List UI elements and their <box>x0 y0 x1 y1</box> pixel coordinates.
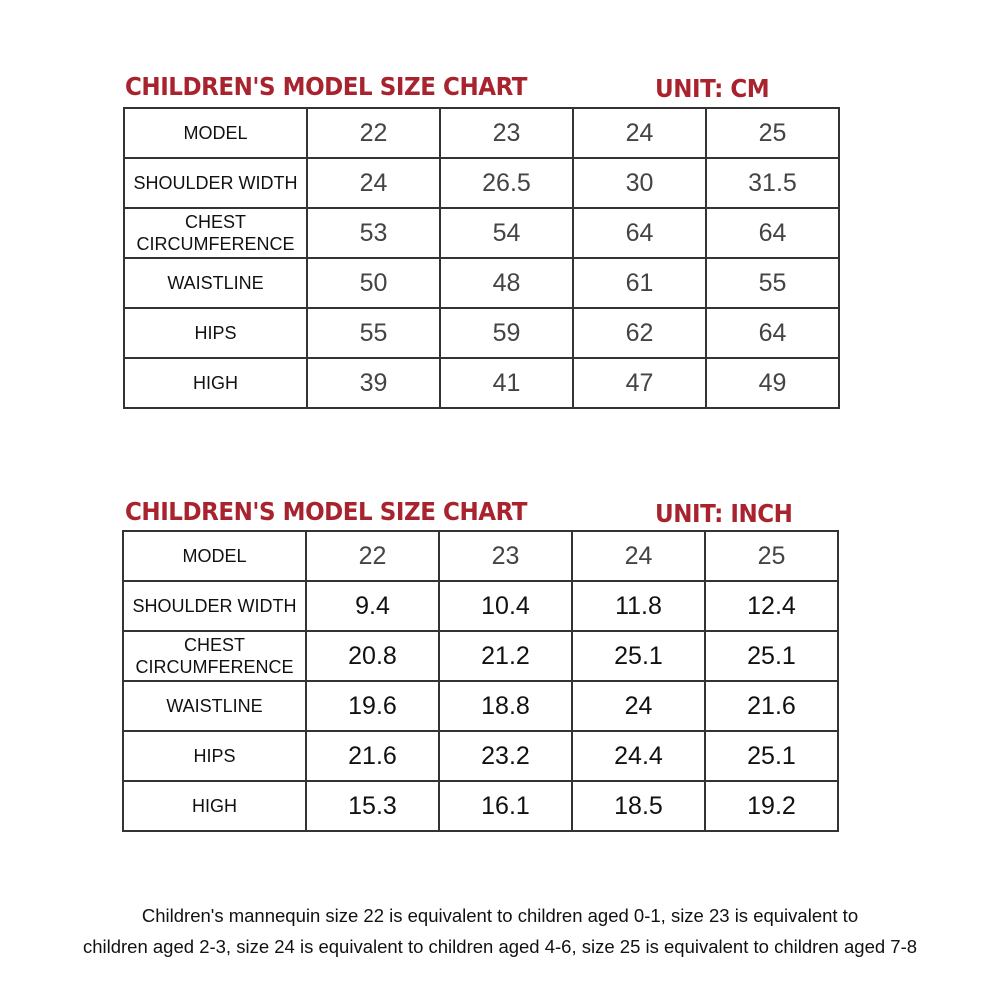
table-cell: 15.3 <box>305 780 440 832</box>
table-cell: 23 <box>438 530 573 582</box>
table-cell: 19.2 <box>704 780 839 832</box>
row-label: MODEL <box>123 107 308 159</box>
row-label: HIPS <box>123 307 308 359</box>
table-row: HIGH 15.3 16.1 18.5 19.2 <box>122 780 839 832</box>
table-cell: 23.2 <box>438 730 573 782</box>
row-label: HIPS <box>122 730 307 782</box>
cm-size-table: MODEL 22 23 24 25 SHOULDER WIDTH 24 26.5 30 31.5 C… <box>123 107 840 409</box>
table-cell: 21.2 <box>438 630 573 682</box>
table-cell: 47 <box>572 357 707 409</box>
table-row: MODEL 22 23 24 25 <box>123 107 840 159</box>
row-label: CHEST CIRCUMFERENCE <box>123 207 308 259</box>
table-cell: 24 <box>572 107 707 159</box>
inch-unit-label: UNIT: INCH <box>655 499 793 528</box>
row-label: SHOULDER WIDTH <box>122 580 307 632</box>
table-cell: 24 <box>306 157 441 209</box>
table-cell: 25.1 <box>704 730 839 782</box>
table-cell: 22 <box>305 530 440 582</box>
table-row: SHOULDER WIDTH 9.4 10.4 11.8 12.4 <box>122 580 839 632</box>
row-label: SHOULDER WIDTH <box>123 157 308 209</box>
table-cell: 30 <box>572 157 707 209</box>
table-cell: 50 <box>306 257 441 309</box>
row-label: MODEL <box>122 530 307 582</box>
table-cell: 31.5 <box>705 157 840 209</box>
row-label: HIGH <box>122 780 307 832</box>
table-cell: 22 <box>306 107 441 159</box>
table-row: WAISTLINE 19.6 18.8 24 21.6 <box>122 680 839 732</box>
table-cell: 20.8 <box>305 630 440 682</box>
table-cell: 18.8 <box>438 680 573 732</box>
table-row: HIGH 39 41 47 49 <box>123 357 840 409</box>
table-row: HIPS 21.6 23.2 24.4 25.1 <box>122 730 839 782</box>
table-cell: 64 <box>572 207 707 259</box>
table-cell: 39 <box>306 357 441 409</box>
table-cell: 55 <box>705 257 840 309</box>
table-cell: 16.1 <box>438 780 573 832</box>
inch-size-table: MODEL 22 23 24 25 SHOULDER WIDTH 9.4 10.4 11.8 12… <box>122 530 839 832</box>
table-cell: 55 <box>306 307 441 359</box>
table-cell: 53 <box>306 207 441 259</box>
row-label: WAISTLINE <box>122 680 307 732</box>
table-cell: 10.4 <box>438 580 573 632</box>
cm-chart-title: CHILDREN'S MODEL SIZE CHART <box>125 72 528 101</box>
table-cell: 18.5 <box>571 780 706 832</box>
table-cell: 61 <box>572 257 707 309</box>
table-cell: 24 <box>571 530 706 582</box>
table-row: CHEST CIRCUMFERENCE 20.8 21.2 25.1 25.1 <box>122 630 839 682</box>
table-cell: 19.6 <box>305 680 440 732</box>
table-cell: 26.5 <box>439 157 574 209</box>
table-row: CHEST CIRCUMFERENCE 53 54 64 64 <box>123 207 840 259</box>
table-cell: 48 <box>439 257 574 309</box>
table-cell: 11.8 <box>571 580 706 632</box>
table-cell: 59 <box>439 307 574 359</box>
table-cell: 9.4 <box>305 580 440 632</box>
table-cell: 49 <box>705 357 840 409</box>
table-cell: 64 <box>705 207 840 259</box>
table-cell: 21.6 <box>305 730 440 782</box>
row-label: WAISTLINE <box>123 257 308 309</box>
table-cell: 23 <box>439 107 574 159</box>
table-cell: 24.4 <box>571 730 706 782</box>
table-cell: 25.1 <box>704 630 839 682</box>
table-cell: 25 <box>704 530 839 582</box>
table-row: MODEL 22 23 24 25 <box>122 530 839 582</box>
table-cell: 12.4 <box>704 580 839 632</box>
table-cell: 62 <box>572 307 707 359</box>
footer-note-line-2: children aged 2-3, size 24 is equivalent… <box>82 936 918 957</box>
footer-note-line-1: Children's mannequin size 22 is equivale… <box>141 905 859 926</box>
table-cell: 25.1 <box>571 630 706 682</box>
table-row: WAISTLINE 50 48 61 55 <box>123 257 840 309</box>
table-cell: 64 <box>705 307 840 359</box>
table-cell: 25 <box>705 107 840 159</box>
row-label: HIGH <box>123 357 308 409</box>
table-cell: 24 <box>571 680 706 732</box>
row-label: CHEST CIRCUMFERENCE <box>122 630 307 682</box>
table-cell: 54 <box>439 207 574 259</box>
table-row: SHOULDER WIDTH 24 26.5 30 31.5 <box>123 157 840 209</box>
table-row: HIPS 55 59 62 64 <box>123 307 840 359</box>
table-cell: 41 <box>439 357 574 409</box>
cm-unit-label: UNIT: CM <box>655 74 770 103</box>
table-cell: 21.6 <box>704 680 839 732</box>
inch-chart-title: CHILDREN'S MODEL SIZE CHART <box>125 497 528 526</box>
